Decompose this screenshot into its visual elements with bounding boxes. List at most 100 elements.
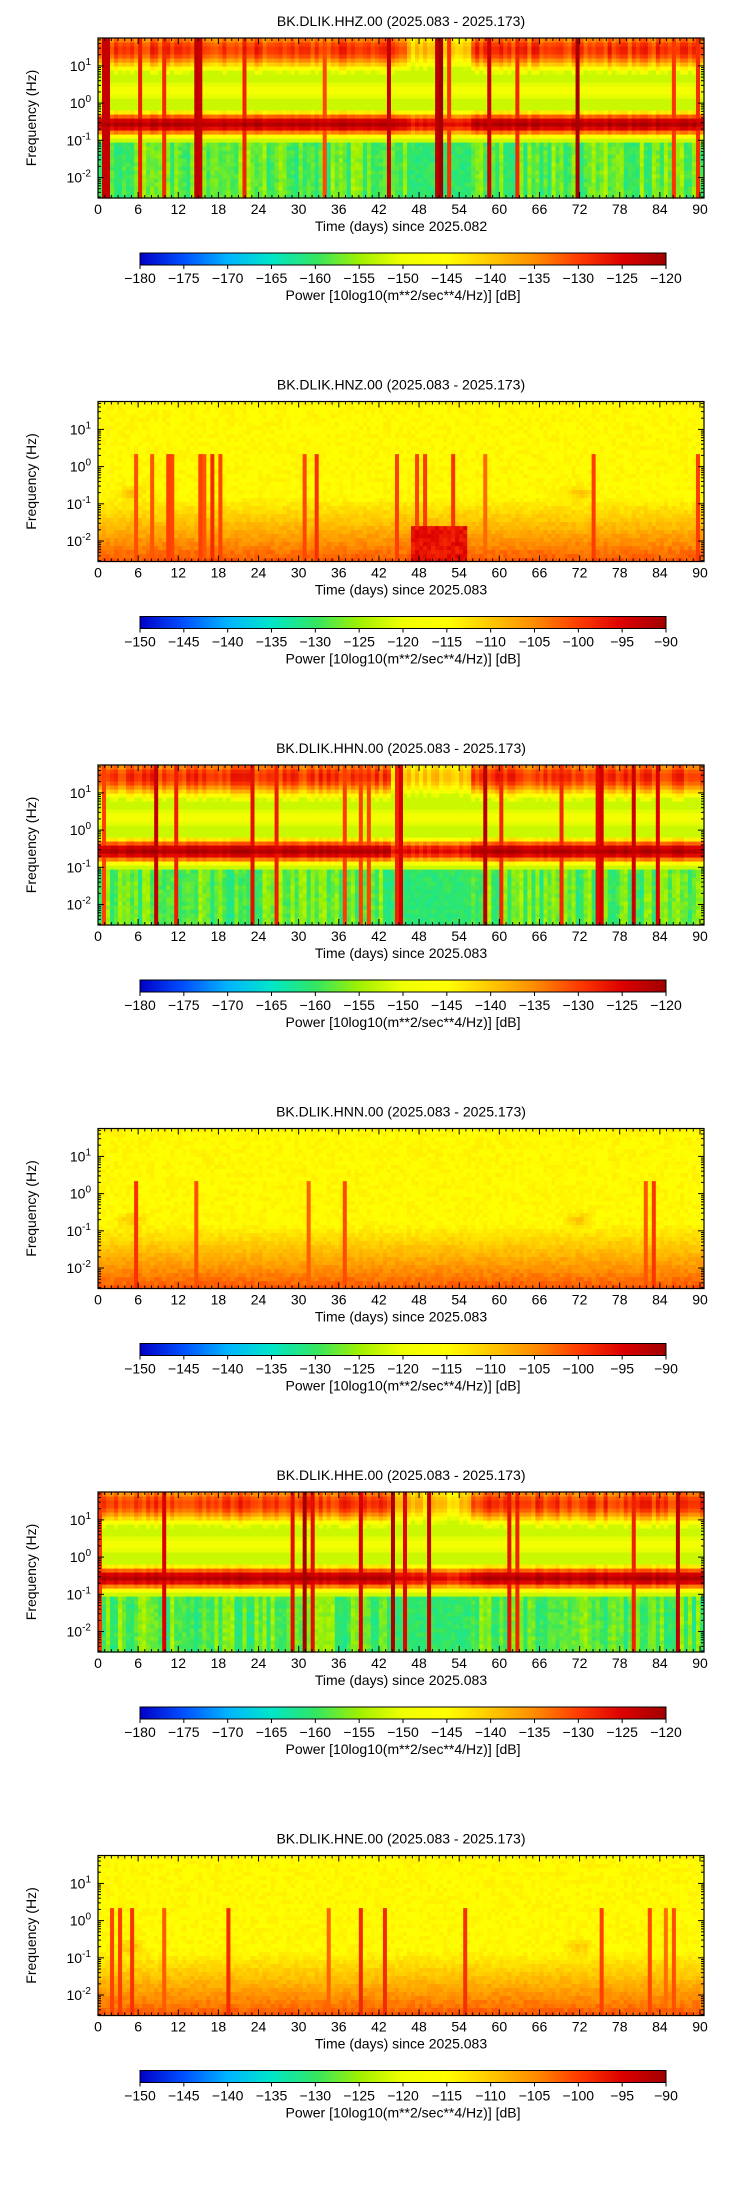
heatmap-cell [411, 158, 416, 163]
heatmap-cell [174, 114, 179, 119]
heatmap-cell [287, 150, 292, 155]
heatmap-cell [407, 94, 412, 99]
heatmap-cell [206, 186, 211, 191]
heatmap-cell [519, 158, 524, 163]
heatmap-cell [110, 86, 115, 91]
heatmap-cell [415, 106, 420, 111]
heatmap-cell [142, 50, 147, 55]
heatmap-cell [411, 38, 416, 43]
heatmap-cell [287, 46, 292, 51]
heatmap-cell [487, 42, 492, 47]
heatmap-cell [279, 118, 284, 123]
heatmap-cell [122, 78, 127, 83]
heatmap-cell [363, 70, 368, 75]
heatmap-cell [259, 42, 264, 47]
heatmap-cell [331, 158, 336, 163]
heatmap-cell [387, 66, 392, 71]
heatmap-cell [255, 126, 260, 131]
heatmap-cell [515, 74, 520, 79]
heatmap-cell [387, 62, 392, 67]
heatmap-cell [527, 190, 532, 195]
heatmap-cell [391, 170, 396, 175]
heatmap-cell [259, 46, 264, 51]
heatmap-cell [423, 58, 428, 63]
heatmap-cell [367, 158, 372, 163]
heatmap-cell [126, 130, 131, 135]
heatmap-cell [238, 46, 243, 51]
heatmap-cell [267, 78, 272, 83]
heatmap-cell [126, 106, 131, 111]
heatmap-cell [499, 190, 504, 195]
heatmap-cell [552, 114, 557, 119]
heatmap-cell [511, 90, 516, 95]
heatmap-cell [170, 146, 175, 151]
heatmap-cell [327, 138, 332, 143]
heatmap-cell [190, 42, 195, 47]
heatmap-cell [130, 98, 135, 103]
heatmap-cell [359, 102, 364, 107]
heatmap-cell [142, 142, 147, 147]
heatmap-cell [439, 138, 444, 143]
heatmap-cell [234, 134, 239, 139]
heatmap-cell [194, 138, 199, 143]
heatmap-cell [202, 78, 207, 83]
heatmap-cell [283, 50, 288, 55]
heatmap-cell [255, 146, 260, 151]
heatmap-cell [355, 166, 360, 171]
heatmap-cell [210, 122, 215, 127]
heatmap-cell [202, 190, 207, 195]
heatmap-cell [503, 74, 508, 79]
heatmap-cell [519, 174, 524, 179]
heatmap-cell [387, 54, 392, 59]
heatmap-cell [275, 150, 280, 155]
heatmap-cell [202, 98, 207, 103]
heatmap-cell [114, 98, 119, 103]
heatmap-cell [487, 178, 492, 183]
heatmap-cell [399, 162, 404, 167]
heatmap-cell [166, 70, 171, 75]
heatmap-cell [206, 66, 211, 71]
heatmap-cell [246, 94, 251, 99]
heatmap-cell [307, 42, 312, 47]
heatmap-cell [443, 166, 448, 171]
heatmap-cell [303, 102, 308, 107]
heatmap-cell [218, 74, 223, 79]
heatmap-cell [315, 178, 320, 183]
heatmap-cell [455, 134, 460, 139]
heatmap-cell [507, 74, 512, 79]
heatmap-cell [198, 178, 203, 183]
heatmap-cell [447, 182, 452, 187]
heatmap-cell [451, 42, 456, 47]
heatmap-cell [307, 186, 312, 191]
heatmap-cell [102, 154, 107, 159]
heatmap-cell [146, 94, 151, 99]
heatmap-cell [246, 150, 251, 155]
heatmap-cell [106, 54, 111, 59]
heatmap-cell [391, 154, 396, 159]
heatmap-cell [331, 94, 336, 99]
heatmap-cell [495, 178, 500, 183]
heatmap-cell [479, 50, 484, 55]
heatmap-cell [523, 102, 528, 107]
heatmap-cell [178, 106, 183, 111]
heatmap-cell [279, 42, 284, 47]
heatmap-cell [499, 138, 504, 143]
heatmap-cell [234, 94, 239, 99]
heatmap-cell [523, 122, 528, 127]
heatmap-cell [158, 98, 163, 103]
heatmap-cell [523, 146, 528, 151]
heatmap-cell [527, 70, 532, 75]
heatmap-cell [114, 158, 119, 163]
heatmap-cell [291, 82, 296, 87]
heatmap-cell [379, 154, 384, 159]
heatmap-cell [279, 178, 284, 183]
heatmap-cell [162, 174, 167, 179]
heatmap-cell [267, 102, 272, 107]
heatmap-cell [363, 174, 368, 179]
heatmap-cell [427, 158, 432, 163]
heatmap-cell [391, 90, 396, 95]
heatmap-cell [552, 102, 557, 107]
heatmap-cell [519, 186, 524, 191]
heatmap-cell [363, 186, 368, 191]
heatmap-cell [323, 190, 328, 195]
